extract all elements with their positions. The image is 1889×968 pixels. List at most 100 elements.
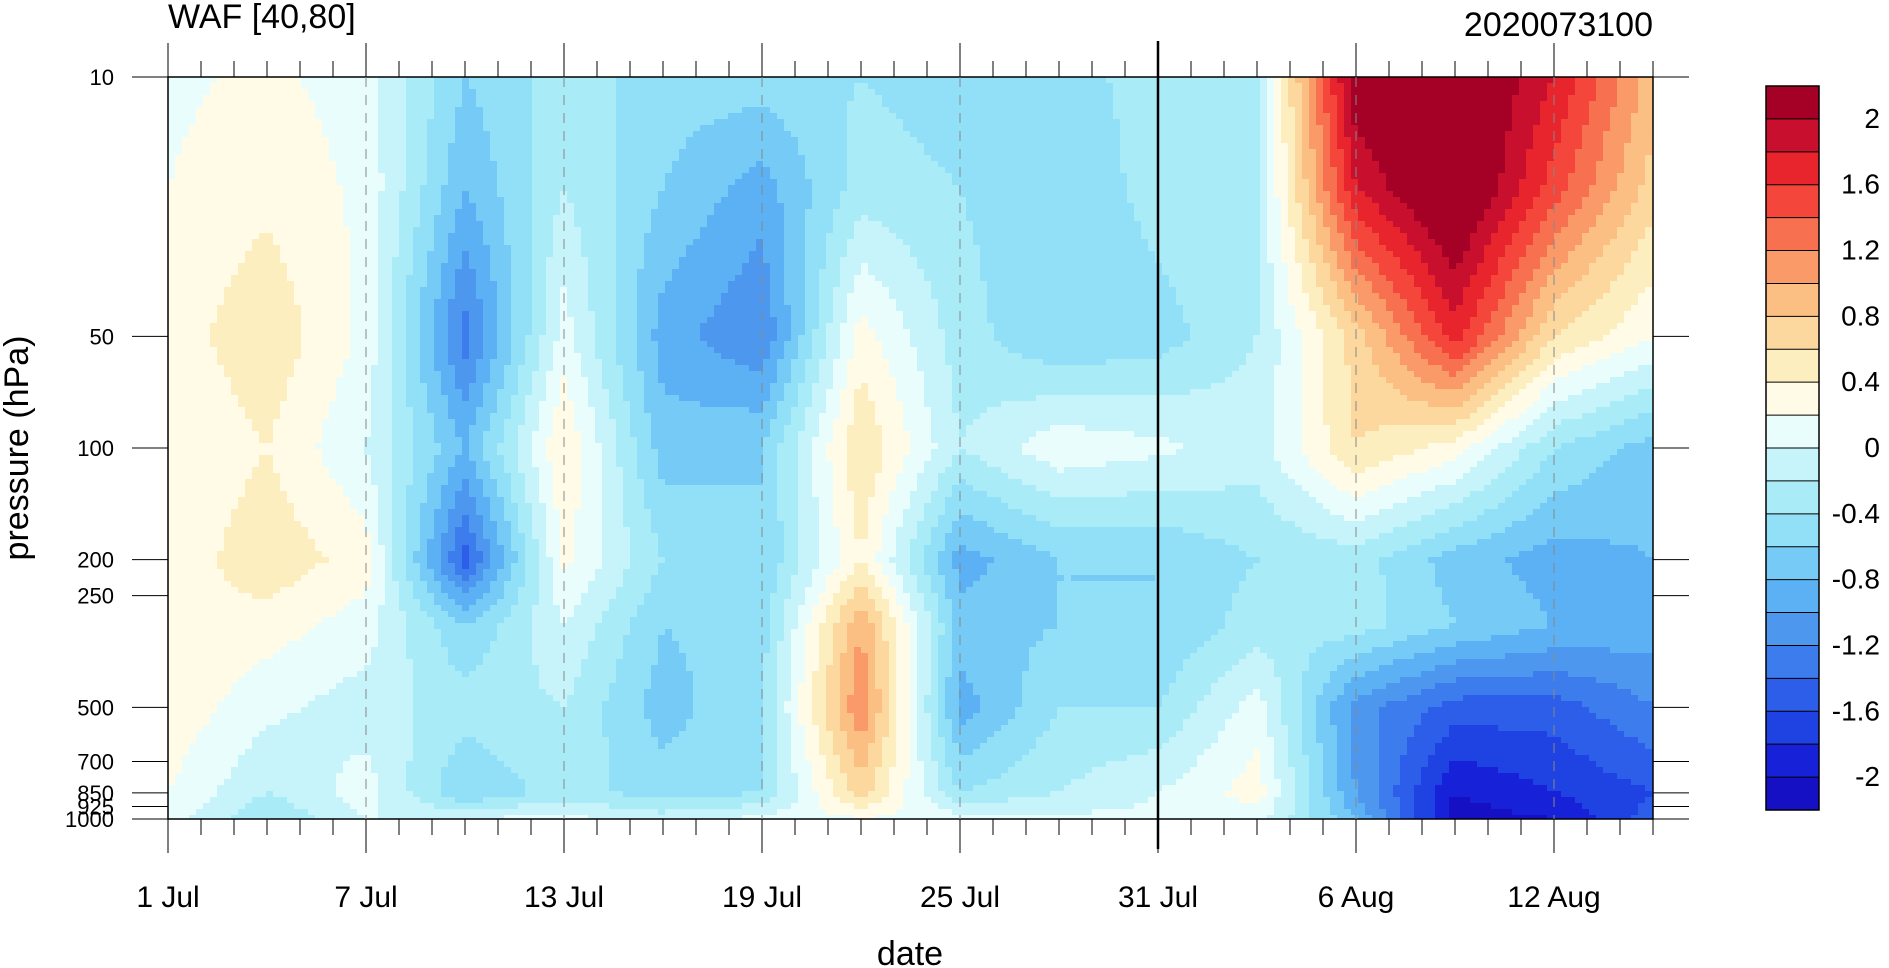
contour-cell (413, 221, 421, 228)
contour-cell (182, 167, 190, 174)
contour-cell (420, 407, 428, 414)
contour-cell (238, 161, 246, 168)
contour-cell (210, 407, 218, 414)
contour-cell (182, 623, 190, 630)
contour-cell (224, 329, 232, 336)
contour-cell (378, 545, 386, 552)
contour-cell (189, 773, 197, 780)
contour-cell (175, 329, 183, 336)
contour-cell (322, 335, 330, 342)
contour-cell (238, 743, 246, 750)
contour-cell (203, 149, 211, 156)
contour-cell (203, 137, 211, 144)
contour-cell (203, 581, 211, 588)
contour-cell (427, 461, 435, 468)
contour-cell (189, 425, 197, 432)
contour-cell (406, 617, 414, 624)
contour-cell (322, 95, 330, 102)
contour-cell (182, 287, 190, 294)
contour-cell (196, 383, 204, 390)
contour-cell (308, 227, 316, 234)
contour-cell (406, 323, 414, 330)
contour-cell (406, 731, 414, 738)
contour-cell (203, 293, 211, 300)
contour-cell (315, 431, 323, 438)
contour-cell (399, 467, 407, 474)
contour-cell (350, 119, 358, 126)
contour-cell (238, 107, 246, 114)
contour-cell (399, 617, 407, 624)
contour-cell (217, 365, 225, 372)
contour-cell (406, 635, 414, 642)
contour-cell (203, 347, 211, 354)
contour-cell (245, 419, 253, 426)
contour-cell (189, 593, 197, 600)
contour-cell (231, 755, 239, 762)
contour-cell (238, 359, 246, 366)
contour-cell (336, 89, 344, 96)
contour-cell (182, 359, 190, 366)
contour-cell (315, 611, 323, 618)
contour-cell (364, 197, 372, 204)
contour-cell (203, 617, 211, 624)
contour-cell (252, 755, 260, 762)
contour-cell (322, 641, 330, 648)
contour-cell (371, 125, 379, 132)
contour-cell (420, 473, 428, 480)
contour-cell (175, 557, 183, 564)
contour-cell (371, 209, 379, 216)
contour-cell (231, 185, 239, 192)
contour-cell (224, 785, 232, 792)
contour-cell (399, 113, 407, 120)
contour-cell (427, 455, 435, 462)
contour-cell (371, 743, 379, 750)
contour-cell (175, 299, 183, 306)
contour-cell (182, 443, 190, 450)
contour-cell (371, 491, 379, 498)
contour-cell (231, 287, 239, 294)
contour-cell (399, 233, 407, 240)
contour-cell (231, 611, 239, 618)
contour-cell (336, 407, 344, 414)
contour-cell (322, 341, 330, 348)
contour-cell (280, 161, 288, 168)
contour-cell (329, 401, 337, 408)
contour-cell (196, 161, 204, 168)
contour-cell (343, 629, 351, 636)
contour-cell (280, 443, 288, 450)
contour-cell (315, 599, 323, 606)
contour-cell (315, 731, 323, 738)
contour-cell (427, 563, 435, 570)
contour-cell (182, 803, 190, 810)
contour-cell (308, 419, 316, 426)
contour-cell (329, 107, 337, 114)
contour-cell (245, 761, 253, 768)
contour-cell (413, 785, 421, 792)
contour-cell (273, 257, 281, 264)
contour-cell (371, 473, 379, 480)
contour-cell (399, 563, 407, 570)
contour-cell (308, 185, 316, 192)
contour-cell (280, 287, 288, 294)
contour-cell (231, 683, 239, 690)
contour-cell (210, 533, 218, 540)
contour-cell (427, 203, 435, 210)
contour-cell (231, 431, 239, 438)
contour-cell (196, 467, 204, 474)
contour-cell (217, 119, 225, 126)
contour-cell (329, 689, 337, 696)
contour-cell (224, 611, 232, 618)
contour-cell (294, 77, 302, 84)
contour-cell (336, 671, 344, 678)
contour-cell (224, 593, 232, 600)
contour-cell (315, 791, 323, 798)
contour-cell (420, 485, 428, 492)
contour-cell (308, 101, 316, 108)
contour-cell (371, 275, 379, 282)
contour-cell (175, 719, 183, 726)
contour-cell (329, 443, 337, 450)
contour-cell (217, 767, 225, 774)
contour-cell (371, 725, 379, 732)
contour-cell (294, 521, 302, 528)
contour-cell (259, 761, 267, 768)
